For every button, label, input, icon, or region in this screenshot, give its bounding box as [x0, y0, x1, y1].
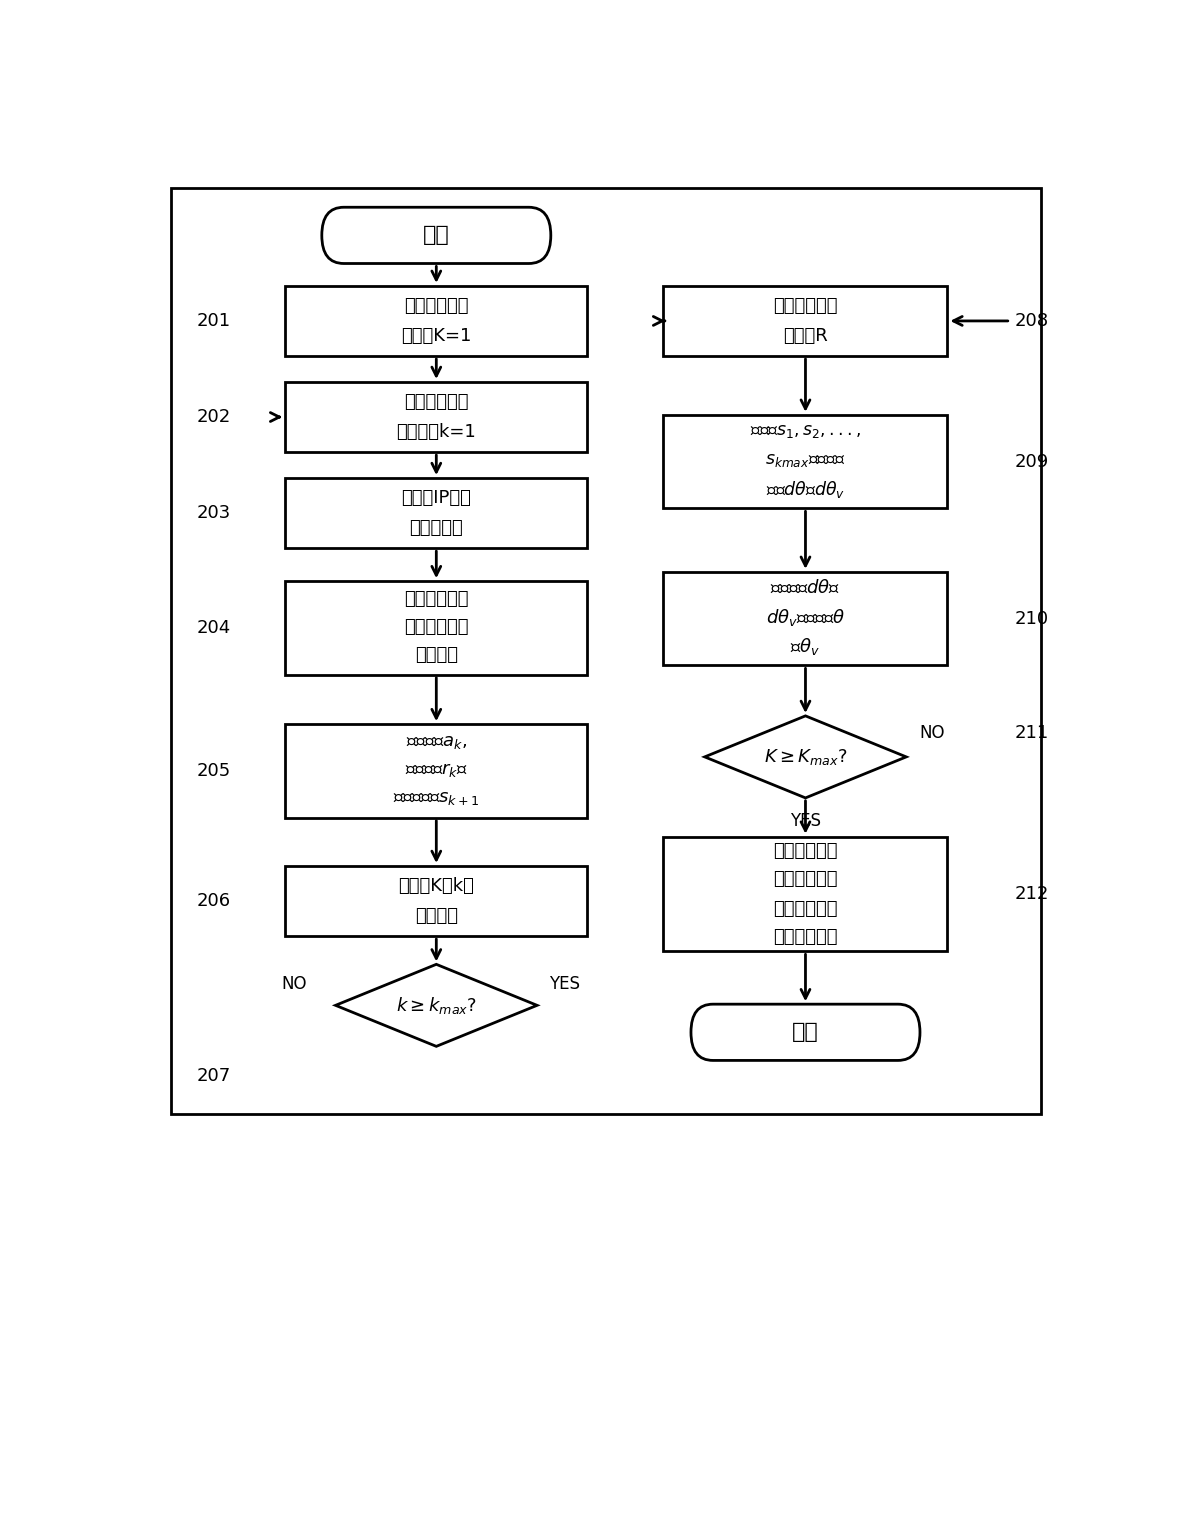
Bar [285, 478, 587, 548]
Text: 度并对各线程: 度并对各线程 [404, 618, 468, 636]
Text: 204: 204 [196, 619, 230, 638]
Text: YES: YES [790, 813, 821, 831]
Text: 代次数K=1: 代次数K=1 [401, 327, 472, 345]
Text: 202: 202 [196, 408, 230, 426]
Bar [285, 286, 587, 356]
Text: 选择动作$a_k$,: 选择动作$a_k$, [405, 732, 467, 750]
Bar [663, 837, 948, 951]
Text: 初始化线程内: 初始化线程内 [404, 393, 468, 411]
Text: 对状态$s_1,s_2,...,$: 对状态$s_1,s_2,...,$ [749, 422, 862, 440]
Polygon shape [704, 715, 907, 798]
Text: 计算线程的目: 计算线程的目 [773, 297, 838, 315]
Text: 初始化IP业务: 初始化IP业务 [402, 489, 472, 507]
Bar [285, 382, 587, 452]
Text: 203: 203 [196, 504, 230, 522]
Text: $d\theta_v$异步更新$\theta$: $d\theta_v$异步更新$\theta$ [766, 607, 845, 629]
Text: 209: 209 [1014, 452, 1048, 470]
Bar [285, 581, 587, 674]
Text: 211: 211 [1014, 724, 1048, 743]
Text: 训练步数k=1: 训练步数k=1 [396, 423, 476, 441]
Bar [663, 572, 948, 665]
Bar [663, 414, 948, 508]
Text: NO: NO [281, 976, 307, 994]
Text: 对步数K和k分: 对步数K和k分 [398, 877, 474, 895]
Text: 207: 207 [196, 1067, 230, 1085]
Text: 和$\theta_v$: 和$\theta_v$ [791, 636, 820, 658]
Text: 212: 212 [1014, 884, 1048, 903]
Text: 201: 201 [196, 312, 230, 330]
Text: 标函数R: 标函数R [784, 327, 827, 345]
Text: YES: YES [550, 976, 580, 994]
Text: 使用梯度$d\theta$和: 使用梯度$d\theta$和 [771, 580, 840, 597]
FancyBboxPatch shape [691, 1005, 920, 1061]
Text: $s_{kmax}$累积更新: $s_{kmax}$累积更新 [765, 452, 845, 469]
Text: 结束: 结束 [792, 1023, 819, 1043]
Text: NO: NO [920, 724, 944, 743]
Bar [285, 866, 587, 936]
Text: $k\geq k_{max}$?: $k\geq k_{max}$? [396, 995, 476, 1015]
Text: 后得到最优解: 后得到最优解 [773, 928, 838, 947]
Text: 随机给出初始: 随机给出初始 [773, 842, 838, 860]
Text: $K\geq K_{max}$?: $K\geq K_{max}$? [764, 747, 847, 767]
Text: 重置公共的梯: 重置公共的梯 [404, 589, 468, 607]
Text: 初始化整体迭: 初始化整体迭 [404, 297, 468, 315]
Text: 开始: 开始 [423, 225, 449, 245]
Polygon shape [336, 965, 537, 1046]
Text: 状态，输入网: 状态，输入网 [773, 869, 838, 887]
Bar [663, 286, 948, 356]
Text: 210: 210 [1014, 610, 1048, 627]
Text: 络，多次迭代: 络，多次迭代 [773, 900, 838, 918]
Bar [170, 189, 1041, 1114]
Text: 205: 205 [196, 763, 230, 779]
Text: 下一个状态$s_{k+1}$: 下一个状态$s_{k+1}$ [394, 788, 480, 807]
Text: 梯度$d\theta$和$d\theta_v$: 梯度$d\theta$和$d\theta_v$ [766, 479, 845, 501]
Text: 206: 206 [196, 892, 230, 910]
Text: 别行自增: 别行自增 [415, 907, 457, 925]
Text: 的业务状态: 的业务状态 [409, 519, 463, 537]
Text: 208: 208 [1014, 312, 1048, 330]
Text: 进行同步: 进行同步 [415, 645, 457, 664]
Bar [285, 724, 587, 817]
Text: 得到奖励$r_k$和: 得到奖励$r_k$和 [404, 761, 468, 779]
FancyBboxPatch shape [322, 207, 551, 263]
